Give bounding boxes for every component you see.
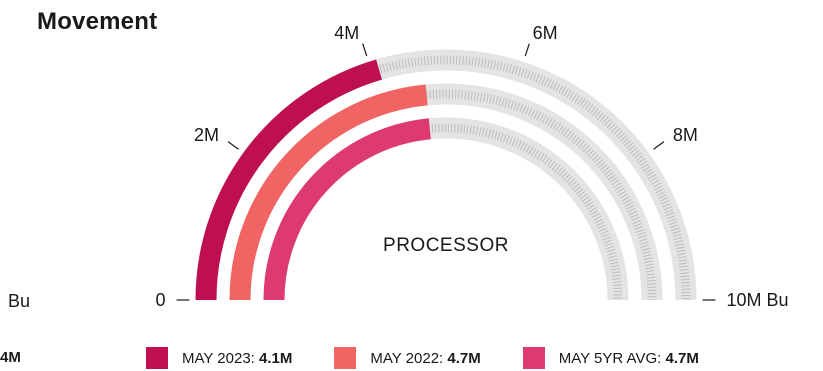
page-title: Movement — [37, 8, 158, 35]
clipped-unit-label: Bu — [8, 291, 30, 311]
gauge-track-may-5yr-avg — [263, 117, 629, 301]
tick-label-4: 8M — [673, 125, 698, 145]
gauge-bar-may-2022 — [229, 84, 428, 301]
tick-mark-3 — [524, 43, 530, 57]
legend-label-may-2023: MAY 2023 — [182, 349, 251, 367]
gauge-ticks: 0 2M 4M 6M 8M 10M Bu — [155, 23, 788, 310]
tick-mark-4 — [653, 141, 665, 150]
legend-value-may-2023: 4.1M — [259, 349, 293, 367]
tick-mark-1 — [227, 141, 239, 150]
gauge-track-hatch-may-5yr-avg — [269, 123, 623, 301]
tick-label-1: 2M — [194, 125, 219, 145]
legend-value-may-5yr-avg: 4.7M — [665, 349, 699, 367]
gauge-bar-may-2023 — [195, 59, 382, 301]
center-label: PROCESSOR — [383, 235, 509, 256]
legend-swatch-may-2023 — [146, 347, 168, 369]
legend-item-may-2023: MAY 2023: 4.1M — [146, 347, 292, 369]
legend-swatch-may-5yr-avg — [522, 347, 545, 369]
legend-label-may-5yr-avg: MAY 5YR AVG — [558, 349, 658, 367]
gauge-bar-may-5yr-avg — [263, 118, 431, 301]
legend-item-may-5yr-avg: MAY 5YR AVG: 4.7M — [522, 347, 699, 369]
legend-swatch-may-2022 — [334, 347, 357, 369]
legend-value-may-2022: 4.7M — [447, 349, 481, 367]
gauge-bars — [195, 59, 431, 301]
tick-mark-2 — [362, 43, 368, 57]
legend-label-may-2022: MAY 2022 — [370, 349, 440, 367]
legend-item-may-2022: MAY 2022: 4.7M — [334, 347, 481, 369]
clipped-left-value: 4M — [0, 349, 21, 366]
tick-label-5: 10M Bu — [727, 290, 789, 310]
tick-label-3: 6M — [533, 23, 558, 43]
tick-label-2: 4M — [334, 23, 359, 43]
tick-label-0: 0 — [155, 290, 165, 310]
legend: MAY 2023: 4.1M MAY 2022: 4.7M MAY 5YR AV… — [146, 347, 699, 369]
